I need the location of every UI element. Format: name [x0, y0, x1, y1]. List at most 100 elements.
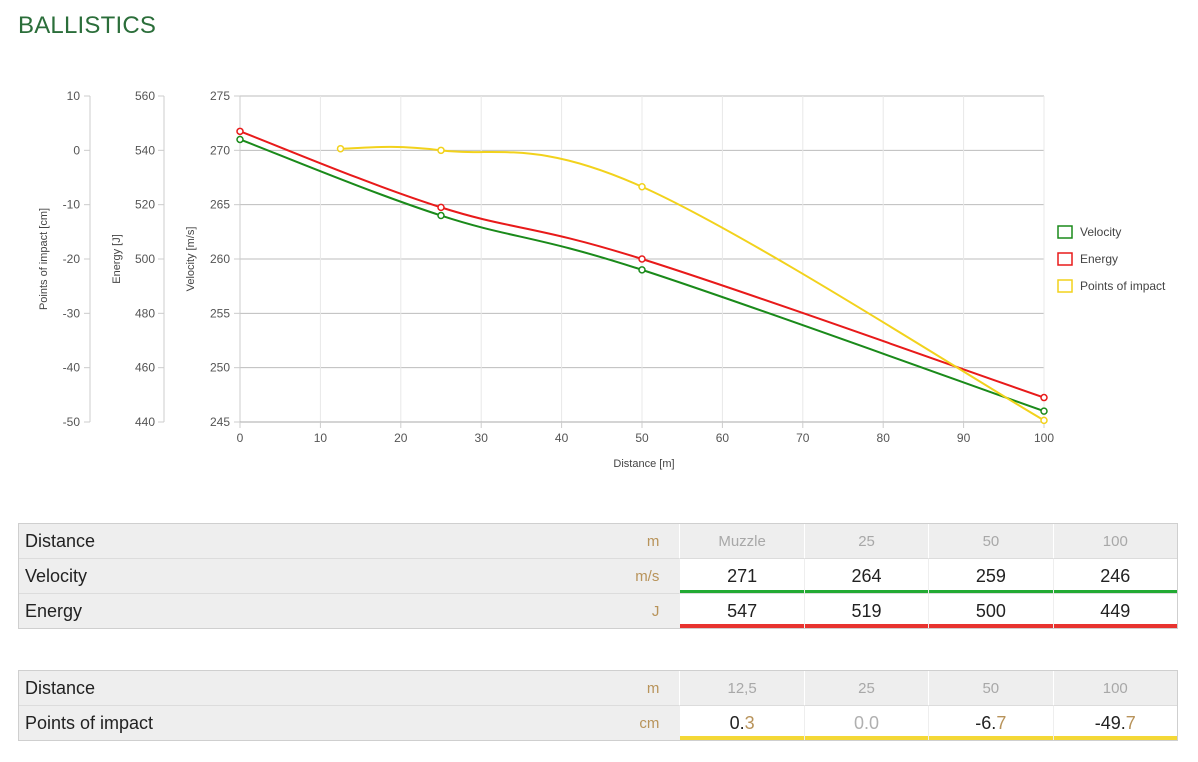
x-axis-title: Distance [m]: [613, 458, 674, 470]
distance-cell: 25: [803, 524, 928, 558]
poi-int: 0.: [853, 712, 869, 733]
row-unit: cm: [561, 705, 680, 740]
energy-point: [1040, 393, 1048, 402]
distance-cell: 25: [803, 671, 928, 705]
distance-cell: Muzzle: [679, 524, 803, 558]
velocity-tick-label: 255: [210, 306, 230, 320]
energy-line: [239, 130, 1045, 399]
points-of-impact-line: [340, 145, 1045, 422]
x-tick-label: 60: [716, 431, 730, 445]
x-tick-label: 40: [555, 431, 569, 445]
velocity-tick-label: 245: [210, 415, 230, 429]
velocity-point: [638, 266, 646, 274]
poi-dec: 7: [996, 712, 1007, 733]
energy-tick-label: 560: [135, 89, 155, 103]
legend-label-velocity: Velocity: [1080, 225, 1121, 239]
x-tick-label: 0: [237, 431, 244, 445]
distance-cell: 100: [1052, 524, 1177, 558]
x-tick-label: 20: [394, 431, 408, 445]
distance-cell: 50: [928, 671, 1052, 705]
table-row-distance: Distance m 12,5 25 50 100: [19, 671, 1177, 705]
poi-tick-label: -40: [63, 361, 81, 375]
energy-axis-title: Energy [J]: [111, 234, 123, 284]
poi-tick-label: -50: [63, 415, 81, 429]
row-label: Points of impact: [19, 705, 562, 740]
poi-int: 0.: [729, 712, 745, 733]
x-tick-label: 70: [796, 431, 810, 445]
energy-point: [437, 203, 445, 212]
poi-tick-label: -10: [63, 198, 81, 212]
velocity-cell: 271: [679, 558, 804, 593]
poi-dec: 3: [744, 712, 755, 733]
energy-tick-label: 480: [135, 306, 155, 320]
poi-cell: -49.7: [1052, 705, 1177, 740]
page-title: BALLISTICS: [18, 12, 157, 39]
poi-cell: -6.7: [928, 705, 1053, 740]
row-unit: m: [646, 679, 660, 697]
row-label: Energy: [19, 593, 562, 628]
series: [236, 127, 1048, 425]
x-tick-label: 100: [1034, 431, 1054, 445]
energy-tick-label: 540: [135, 143, 155, 157]
row-unit: J: [561, 593, 680, 628]
x-tick-label: 10: [314, 431, 328, 445]
velocity-axis-title: Velocity [m/s]: [185, 227, 197, 292]
velocity-tick-label: 275: [210, 89, 230, 103]
energy-cell: 547: [679, 593, 804, 628]
energy-tick-label: 460: [135, 361, 155, 375]
distance-cell: 50: [928, 524, 1052, 558]
distance-cell: 100: [1052, 671, 1177, 705]
energy-cell: 500: [928, 593, 1053, 628]
points-of-impact-table: Distance m 12,5 25 50 100 Points of impa…: [18, 670, 1178, 741]
velocity-point: [1040, 407, 1048, 415]
x-tick-label: 90: [957, 431, 971, 445]
x-tick-label: 80: [877, 431, 891, 445]
poi-int: -6.: [975, 712, 997, 733]
velocity-point: [437, 211, 445, 220]
points-of-impact-point: [336, 144, 345, 153]
velocity-tick-label: 250: [210, 361, 230, 375]
energy-point: [638, 255, 646, 263]
table-row-points-of-impact: Points of impact cm 0.3 0.0 -6.7 -49.7: [19, 705, 1177, 740]
row-unit: m/s: [561, 558, 680, 593]
row-label: Distance: [25, 677, 96, 698]
poi-tick-label: -30: [63, 306, 81, 320]
velocity-energy-table: Distance m Muzzle 25 50 100 Velocity m/s…: [18, 523, 1178, 629]
poi-tick-label: -20: [63, 252, 81, 266]
velocity-cell: 259: [928, 558, 1053, 593]
row-unit: m: [646, 532, 660, 550]
poi-int: -49.: [1094, 712, 1126, 733]
poi-cell: 0.0: [803, 705, 929, 740]
velocity-tick-label: 265: [210, 198, 230, 212]
energy-tick-label: 520: [135, 198, 155, 212]
legend-swatch-velocity: [1057, 225, 1073, 239]
velocity-tick-label: 270: [210, 143, 230, 157]
energy-tick-label: 440: [135, 415, 155, 429]
energy-cell: 449: [1052, 593, 1177, 628]
legend-label-points-of-impact: Points of impact: [1080, 279, 1166, 293]
energy-cell: 519: [803, 593, 929, 628]
poi-dec: 7: [1125, 712, 1136, 733]
velocity-line: [239, 138, 1045, 413]
poi-tick-label: 0: [73, 143, 80, 157]
y-axes: 245 250 255 260 265 270 275 Velocity [m/s] 440 46…: [38, 89, 241, 429]
x-axis: 0 10 20 30 40 50 60 70 80 90 100 Distance [m]: [237, 421, 1054, 470]
legend-swatch-points-of-impact: [1057, 279, 1073, 293]
poi-dec: 0: [868, 712, 879, 733]
poi-cell: 0.3: [679, 705, 804, 740]
legend-swatch-energy: [1057, 252, 1073, 266]
velocity-point: [236, 135, 244, 144]
poi-axis-title: Points of impact [cm]: [38, 208, 50, 310]
row-label: Distance: [25, 530, 96, 551]
energy-point: [236, 127, 244, 136]
energy-tick-label: 500: [135, 252, 155, 266]
legend[interactable]: Velocity Energy Points of impact: [1057, 225, 1166, 293]
row-label: Velocity: [19, 558, 562, 593]
velocity-cell: 264: [803, 558, 929, 593]
velocity-tick-label: 260: [210, 252, 230, 266]
points-of-impact-point: [1040, 416, 1048, 425]
table-row-energy: Energy J 547 519 500 449: [19, 593, 1177, 628]
ballistics-chart: 245 250 255 260 265 270 275 Velocity [m/s] 440 46…: [38, 89, 1166, 470]
table-row-velocity: Velocity m/s 271 264 259 246: [19, 558, 1177, 593]
distance-cell: 12,5: [679, 671, 803, 705]
